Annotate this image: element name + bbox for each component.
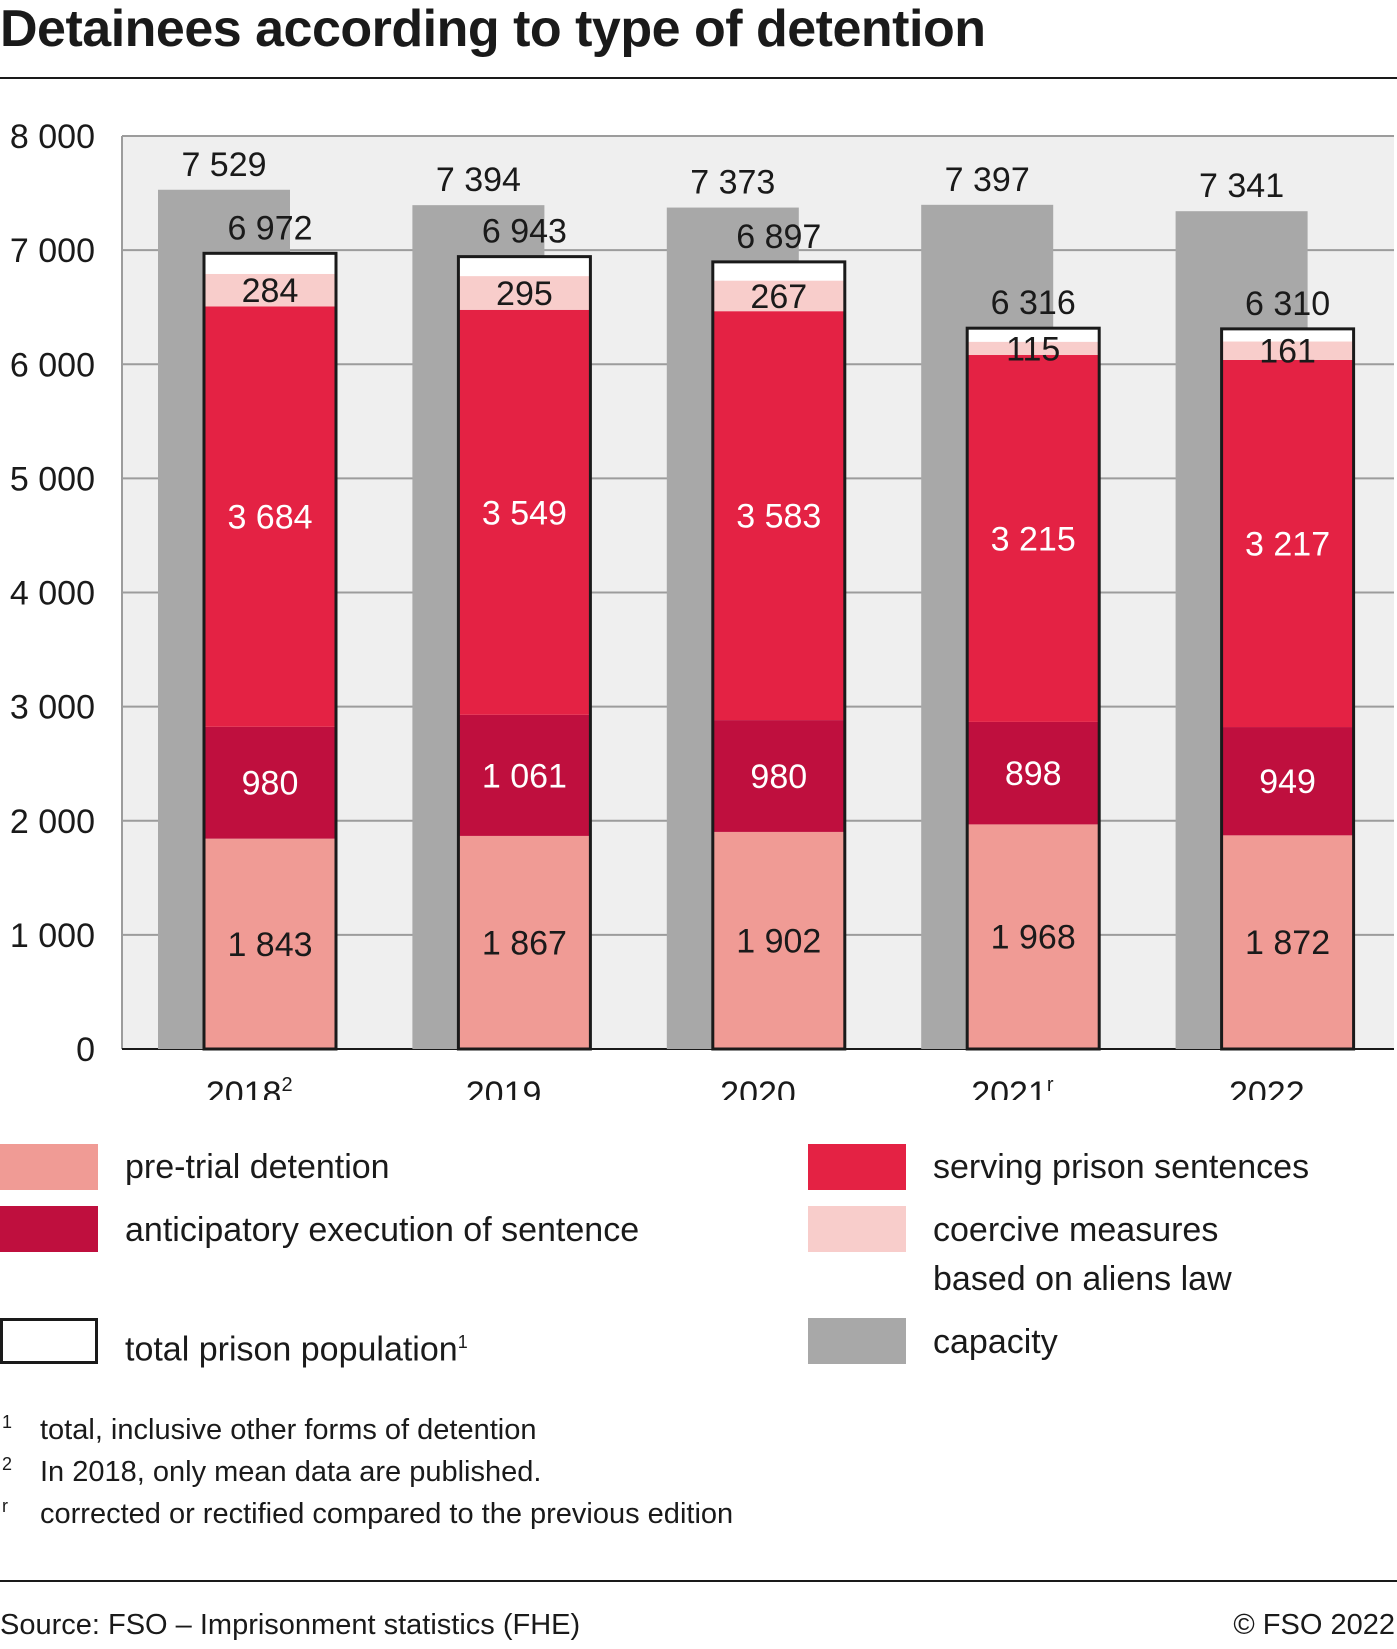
footnote-mark-r: r bbox=[2, 1496, 8, 1516]
footnote-3: corrected or rectified compared to the p… bbox=[40, 1498, 734, 1530]
total-outline bbox=[202, 251, 338, 1051]
y-tick-label: 2 000 bbox=[10, 803, 95, 841]
source-text: Source: FSO – Imprisonment statistics (F… bbox=[0, 1609, 581, 1641]
segment-1 bbox=[458, 714, 591, 836]
legend-label-pretrial: pre-trial detention bbox=[125, 1148, 390, 1186]
legend-swatch-anticipatory bbox=[0, 1206, 98, 1252]
total-outline bbox=[1220, 327, 1356, 1051]
y-tick-label: 1 000 bbox=[10, 917, 95, 955]
capacity-value-label: 7 529 bbox=[181, 146, 266, 184]
legend-label-anticipatory: anticipatory execution of sentence bbox=[125, 1211, 640, 1249]
segment-value-label: 295 bbox=[496, 275, 553, 313]
segment-value-label: 115 bbox=[1006, 330, 1060, 368]
segment-3 bbox=[204, 273, 336, 307]
y-tick-label: 8 000 bbox=[10, 118, 95, 156]
capacity-value-label: 7 394 bbox=[436, 161, 521, 199]
segment-value-label: 3 684 bbox=[227, 499, 312, 537]
total-value-label: 6 316 bbox=[991, 284, 1076, 322]
bars: 7 529 1 843 980 3 684 284 6 972 7 394 1 867 1 06… bbox=[158, 146, 1356, 1051]
segment-value-label: 1 843 bbox=[227, 926, 312, 964]
segment-2 bbox=[458, 309, 591, 715]
segment-3 bbox=[967, 341, 1100, 356]
legend-swatch-pretrial bbox=[0, 1144, 98, 1190]
segment-value-label: 1 872 bbox=[1245, 924, 1330, 962]
segment-value-label: 980 bbox=[750, 758, 807, 796]
segment-value-label: 898 bbox=[1005, 755, 1062, 793]
segment-1 bbox=[967, 721, 1100, 825]
y-tick-label: 4 000 bbox=[10, 575, 95, 613]
footnote-mark-2: 2 bbox=[2, 1454, 13, 1474]
legend-swatch-serving bbox=[808, 1144, 906, 1190]
segment-1 bbox=[204, 726, 336, 839]
footer-rule bbox=[0, 1580, 1397, 1582]
y-tick-label: 7 000 bbox=[10, 232, 95, 270]
segment-1 bbox=[712, 720, 845, 832]
footnote-mark-1: 1 bbox=[2, 1412, 13, 1432]
segment-value-label: 1 061 bbox=[482, 757, 567, 795]
total-value-label: 6 943 bbox=[482, 213, 567, 251]
total-outline bbox=[965, 326, 1101, 1051]
segment-0 bbox=[967, 824, 1100, 1049]
capacity-value-label: 7 397 bbox=[945, 161, 1030, 199]
total-outline bbox=[456, 255, 592, 1051]
segment-value-label: 3 217 bbox=[1245, 525, 1330, 563]
segment-2 bbox=[204, 306, 336, 727]
chart-title: Detainees according to type of detention bbox=[0, 0, 986, 58]
total-value-label: 6 310 bbox=[1245, 285, 1330, 323]
y-axis-ticks: 0 1 000 2 000 3 000 4 000 5 000 6 000 7 000 8 00… bbox=[10, 118, 95, 1069]
segment-3 bbox=[1221, 341, 1354, 360]
y-tick-label: 3 000 bbox=[10, 689, 95, 727]
total-value-label: 6 897 bbox=[736, 218, 821, 256]
segment-0 bbox=[712, 831, 845, 1049]
segment-value-label: 1 867 bbox=[482, 924, 567, 962]
total-outline bbox=[711, 260, 847, 1051]
segment-3 bbox=[458, 276, 591, 310]
legend-label-capacity: capacity bbox=[933, 1323, 1058, 1361]
segment-1 bbox=[1221, 727, 1354, 836]
segment-0 bbox=[204, 838, 336, 1049]
segment-0 bbox=[1221, 835, 1354, 1049]
segment-2 bbox=[967, 355, 1100, 722]
footnote-2: In 2018, only mean data are published. bbox=[40, 1456, 542, 1488]
x-tick-label: 2020 bbox=[720, 1075, 796, 1100]
segment-3 bbox=[712, 280, 845, 312]
stacked-bar-chart: 0 1 000 2 000 3 000 4 000 5 000 6 000 7 000 8 00… bbox=[10, 118, 1394, 1100]
legend-swatch-total bbox=[0, 1318, 98, 1364]
segment-value-label: 267 bbox=[750, 278, 807, 316]
legend-label-serving: serving prison sentences bbox=[933, 1148, 1310, 1186]
legend-label-total: total prison population1 bbox=[125, 1318, 468, 1373]
legend-label-coercive-line1: coercive measures bbox=[933, 1211, 1219, 1249]
segment-value-label: 980 bbox=[242, 765, 299, 803]
segment-value-label: 3 215 bbox=[991, 520, 1076, 558]
legend-swatch-capacity bbox=[808, 1318, 906, 1364]
x-tick-label: 2019 bbox=[466, 1075, 542, 1100]
x-tick-label: 2022 bbox=[1229, 1075, 1305, 1100]
legend-swatch-coercive bbox=[808, 1206, 906, 1252]
x-tick-label: 20182 bbox=[206, 1074, 293, 1100]
segment-2 bbox=[712, 311, 845, 721]
segment-value-label: 1 902 bbox=[736, 922, 821, 960]
segment-value-label: 284 bbox=[242, 272, 299, 310]
y-tick-label: 5 000 bbox=[10, 460, 95, 498]
segment-value-label: 161 bbox=[1259, 333, 1316, 371]
segment-0 bbox=[458, 835, 591, 1049]
segment-2 bbox=[1221, 359, 1354, 728]
legend-label-total-sup: 1 bbox=[457, 1332, 468, 1352]
capacity-value-label: 7 341 bbox=[1199, 167, 1284, 205]
segment-value-label: 3 583 bbox=[736, 498, 821, 536]
copyright-text: © FSO 2022 bbox=[1233, 1609, 1395, 1641]
segment-value-label: 949 bbox=[1259, 763, 1316, 801]
y-tick-label: 0 bbox=[76, 1031, 95, 1069]
footnote-1: total, inclusive other forms of detentio… bbox=[40, 1414, 537, 1446]
legend-label-coercive-line2: based on aliens law bbox=[933, 1260, 1232, 1298]
legend-label-total-text: total prison population bbox=[125, 1330, 458, 1369]
y-tick-label: 6 000 bbox=[10, 346, 95, 384]
capacity-value-label: 7 373 bbox=[690, 164, 775, 202]
segment-value-label: 3 549 bbox=[482, 494, 567, 532]
title-rule bbox=[0, 77, 1397, 79]
segment-value-label: 1 968 bbox=[991, 919, 1076, 957]
x-axis-ticks: 20182 2019 2020 2021r 2022 bbox=[206, 1074, 1305, 1100]
total-value-label: 6 972 bbox=[227, 209, 312, 247]
x-tick-label: 2021r bbox=[971, 1074, 1054, 1100]
